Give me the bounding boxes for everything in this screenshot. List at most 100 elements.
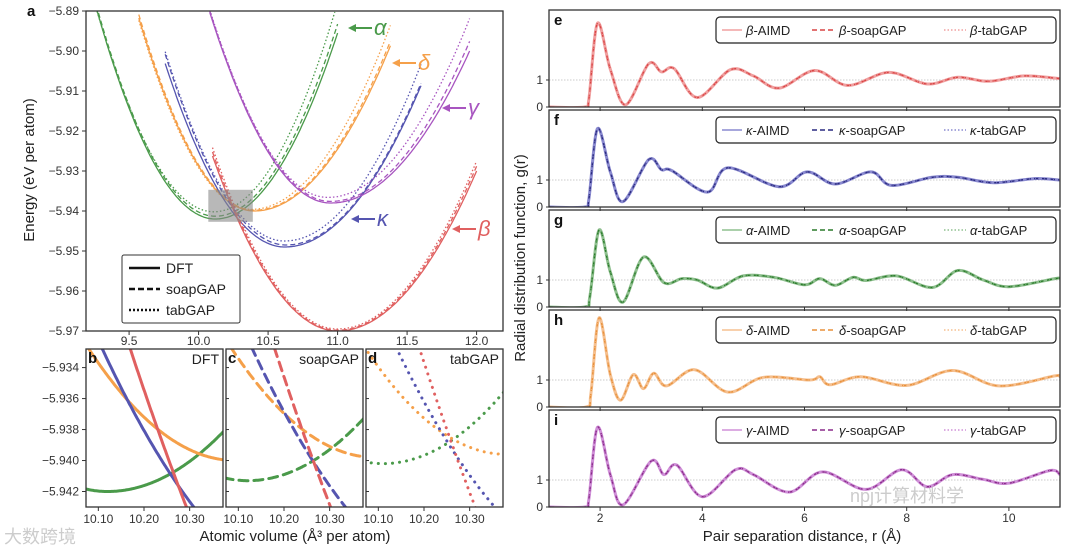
curve-soapGAP-1 xyxy=(138,14,392,211)
legend-phase-symbol: α xyxy=(746,223,754,238)
legend-label: κ-tabGAP xyxy=(970,123,1026,138)
inset-curve-0 xyxy=(86,429,223,493)
legend-label: κ-AIMD xyxy=(746,123,789,138)
energy-axis-label: Energy (eV per atom) xyxy=(21,98,38,241)
legend-phase-symbol: κ xyxy=(970,123,978,138)
legend-method: -soapGAP xyxy=(846,323,906,338)
inset-curve-4 xyxy=(273,349,333,507)
legend-method: -tabGAP xyxy=(977,423,1027,438)
legend: DFT soapGAP tabGAP xyxy=(121,254,241,324)
watermark-left: 大数跨境 xyxy=(4,527,76,547)
series-tabGAP xyxy=(549,128,1060,207)
watermark-right: npj计算材料学 xyxy=(850,486,964,506)
rdf-curves xyxy=(549,21,1060,107)
y-tick-label: −5.90 xyxy=(49,44,80,58)
legend-method: -tabGAP xyxy=(977,123,1027,138)
rdf-y-axis-label: Radial distribution function, g(r) xyxy=(512,154,529,362)
y-tick-label: −5.942 xyxy=(42,485,79,499)
legend-label: δ-tabGAP xyxy=(970,323,1027,338)
inset-curve-2 xyxy=(250,349,348,507)
y-tick-label: −5.91 xyxy=(49,84,80,98)
panel-label-e: e xyxy=(554,12,562,29)
rdf-curves xyxy=(549,127,1060,207)
x-tick-label: 10 xyxy=(1002,511,1016,525)
arrowhead-icon xyxy=(392,59,400,67)
legend-method: -AIMD xyxy=(753,423,790,438)
curve-tabGAP-0 xyxy=(96,11,336,213)
y-tick-label: 1 xyxy=(536,73,543,87)
legend-phase-symbol: δ xyxy=(746,323,754,338)
rdf-curves xyxy=(549,228,1060,307)
x-tick-label: 10.5 xyxy=(256,334,280,348)
inset-curves xyxy=(226,349,363,507)
legend-phase-symbol: β xyxy=(838,23,847,38)
curve-tabGAP-3 xyxy=(209,11,471,199)
legend-box xyxy=(715,316,1057,344)
legend-label: α-AIMD xyxy=(746,223,790,238)
inset-curve-2 xyxy=(395,349,497,507)
y-tick-label: −5.97 xyxy=(49,324,80,338)
y-tick-label: 0 xyxy=(536,200,543,214)
inset-panel-c: c soapGAP 10.10 10.20 10.30 xyxy=(223,348,364,526)
rdf-legend: κ-AIMD κ-soapGAP κ-tabGAP xyxy=(715,116,1057,144)
y-tick-label: −5.934 xyxy=(42,361,79,375)
y-tick-label: −5.938 xyxy=(42,423,79,437)
panels-bcd-zoom-insets: b DFT 10.10 10.20 10.30 −5.934 −5.936 −5.938 −5.… xyxy=(42,348,504,526)
arrowhead-icon xyxy=(452,225,460,233)
legend-label: β-soapGAP xyxy=(838,23,906,38)
legend-method: -soapGAP xyxy=(846,23,906,38)
x-tick-label: 11.5 xyxy=(396,334,419,348)
x-tick-label: 10.20 xyxy=(129,512,159,526)
y-tick-label: −5.92 xyxy=(49,124,80,138)
legend-phase-symbol: α xyxy=(970,223,978,238)
legend-method: -tabGAP xyxy=(977,23,1027,38)
inset-title: soapGAP xyxy=(299,351,359,367)
inset-curve-0 xyxy=(366,390,503,466)
inset-panel-d: d tabGAP 10.10 10.20 10.30 xyxy=(363,348,504,526)
panel-a-energy-volume: −5.89 −5.90 −5.91 −5.92 −5.93 −5.94 −5.95 −5.96… xyxy=(27,3,504,348)
y-tick-label: 0 xyxy=(536,400,543,414)
x-tick-label: 10.10 xyxy=(223,512,253,526)
curve-DFT-3 xyxy=(209,12,471,204)
legend-method: -tabGAP xyxy=(977,323,1027,338)
legend-box xyxy=(715,216,1057,244)
legend-method: -tabGAP xyxy=(977,223,1027,238)
rdf-x-axis-label: Pair separation distance, r (Å) xyxy=(703,528,901,545)
legend-method: -AIMD xyxy=(753,323,790,338)
legend-label: α-tabGAP xyxy=(970,223,1027,238)
legend-method: -AIMD xyxy=(753,223,790,238)
legend-label: γ-AIMD xyxy=(746,423,789,438)
x-tick-label: 12.0 xyxy=(465,334,489,348)
legend-phase-symbol: δ xyxy=(970,323,978,338)
y-tick-label: −5.940 xyxy=(42,454,79,468)
phase-label: γ xyxy=(468,95,481,120)
inset-curve-0 xyxy=(226,416,363,483)
arrowhead-icon xyxy=(348,24,356,32)
inset-curve-1 xyxy=(230,349,363,459)
y-tick-label: 1 xyxy=(536,373,543,387)
rdf-curves xyxy=(549,425,1060,507)
legend-phase-symbol: β xyxy=(745,23,754,38)
inset-curves xyxy=(86,349,223,507)
curve-tabGAP-4 xyxy=(211,147,478,330)
curve-soapGAP-4 xyxy=(211,151,478,331)
x-tick-label: 4 xyxy=(699,511,706,525)
legend-phase-symbol: κ xyxy=(746,123,754,138)
zoom-region-box xyxy=(208,189,253,222)
curve-DFT-1 xyxy=(138,17,392,212)
y-tick-label: 1 xyxy=(536,473,543,487)
inset-frame xyxy=(365,348,504,508)
legend-method: -AIMD xyxy=(753,23,790,38)
legend-phase-symbol: β xyxy=(969,23,978,38)
phase-label: κ xyxy=(377,206,389,231)
panel-label-h: h xyxy=(554,312,563,329)
inset-curves xyxy=(366,349,503,507)
arrowhead-icon xyxy=(351,215,359,223)
legend-method: -soapGAP xyxy=(846,123,906,138)
legend-box xyxy=(715,116,1057,144)
rdf-legend: β-AIMD β-soapGAP β-tabGAP xyxy=(715,16,1057,44)
